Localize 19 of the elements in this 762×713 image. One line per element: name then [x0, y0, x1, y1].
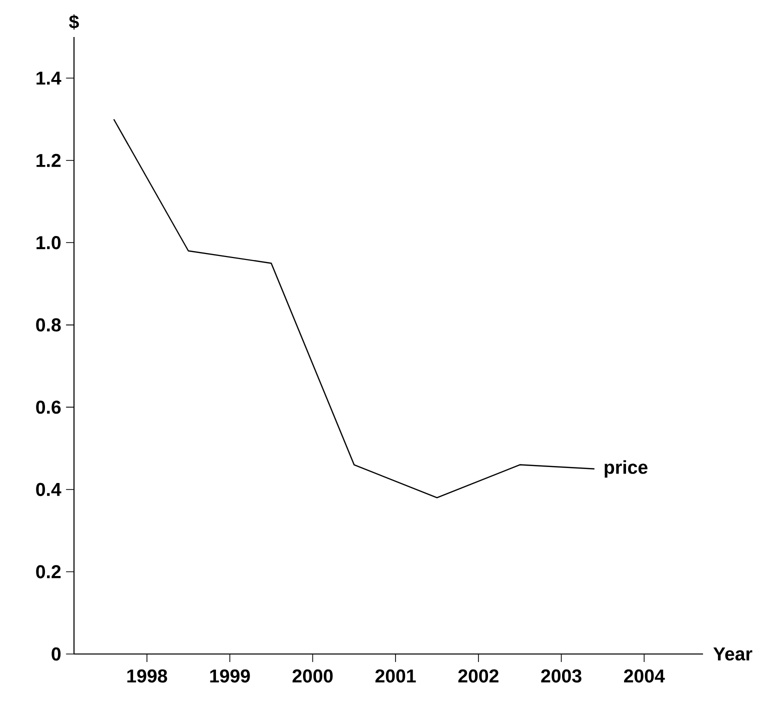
- y-tick-label: 0.8: [36, 318, 61, 332]
- y-tick-label: 0.6: [36, 400, 61, 414]
- series-label: price: [604, 460, 648, 478]
- y-tick-label: 0: [52, 647, 61, 661]
- y-tick-label: 1.4: [36, 72, 62, 85]
- x-tick-label: 2000: [292, 669, 333, 683]
- x-tick-label: 2004: [624, 669, 665, 683]
- y-axis-title: $: [69, 14, 79, 30]
- y-tick-label: 1.0: [36, 236, 61, 250]
- y-tick-label: 1.2: [36, 154, 61, 167]
- x-tick-label: 1999: [210, 669, 250, 683]
- x-tick-label: 2001: [375, 669, 416, 683]
- x-tick-label: 2002: [458, 669, 498, 683]
- line-series: [113, 118, 596, 498]
- y-tick-label: 0.4: [36, 482, 62, 496]
- y-tick-label: 0.2: [36, 565, 61, 578]
- x-tick-label: 1998: [127, 669, 168, 683]
- x-axis-title: Year: [713, 647, 752, 661]
- x-tick-label: 2003: [541, 669, 582, 683]
